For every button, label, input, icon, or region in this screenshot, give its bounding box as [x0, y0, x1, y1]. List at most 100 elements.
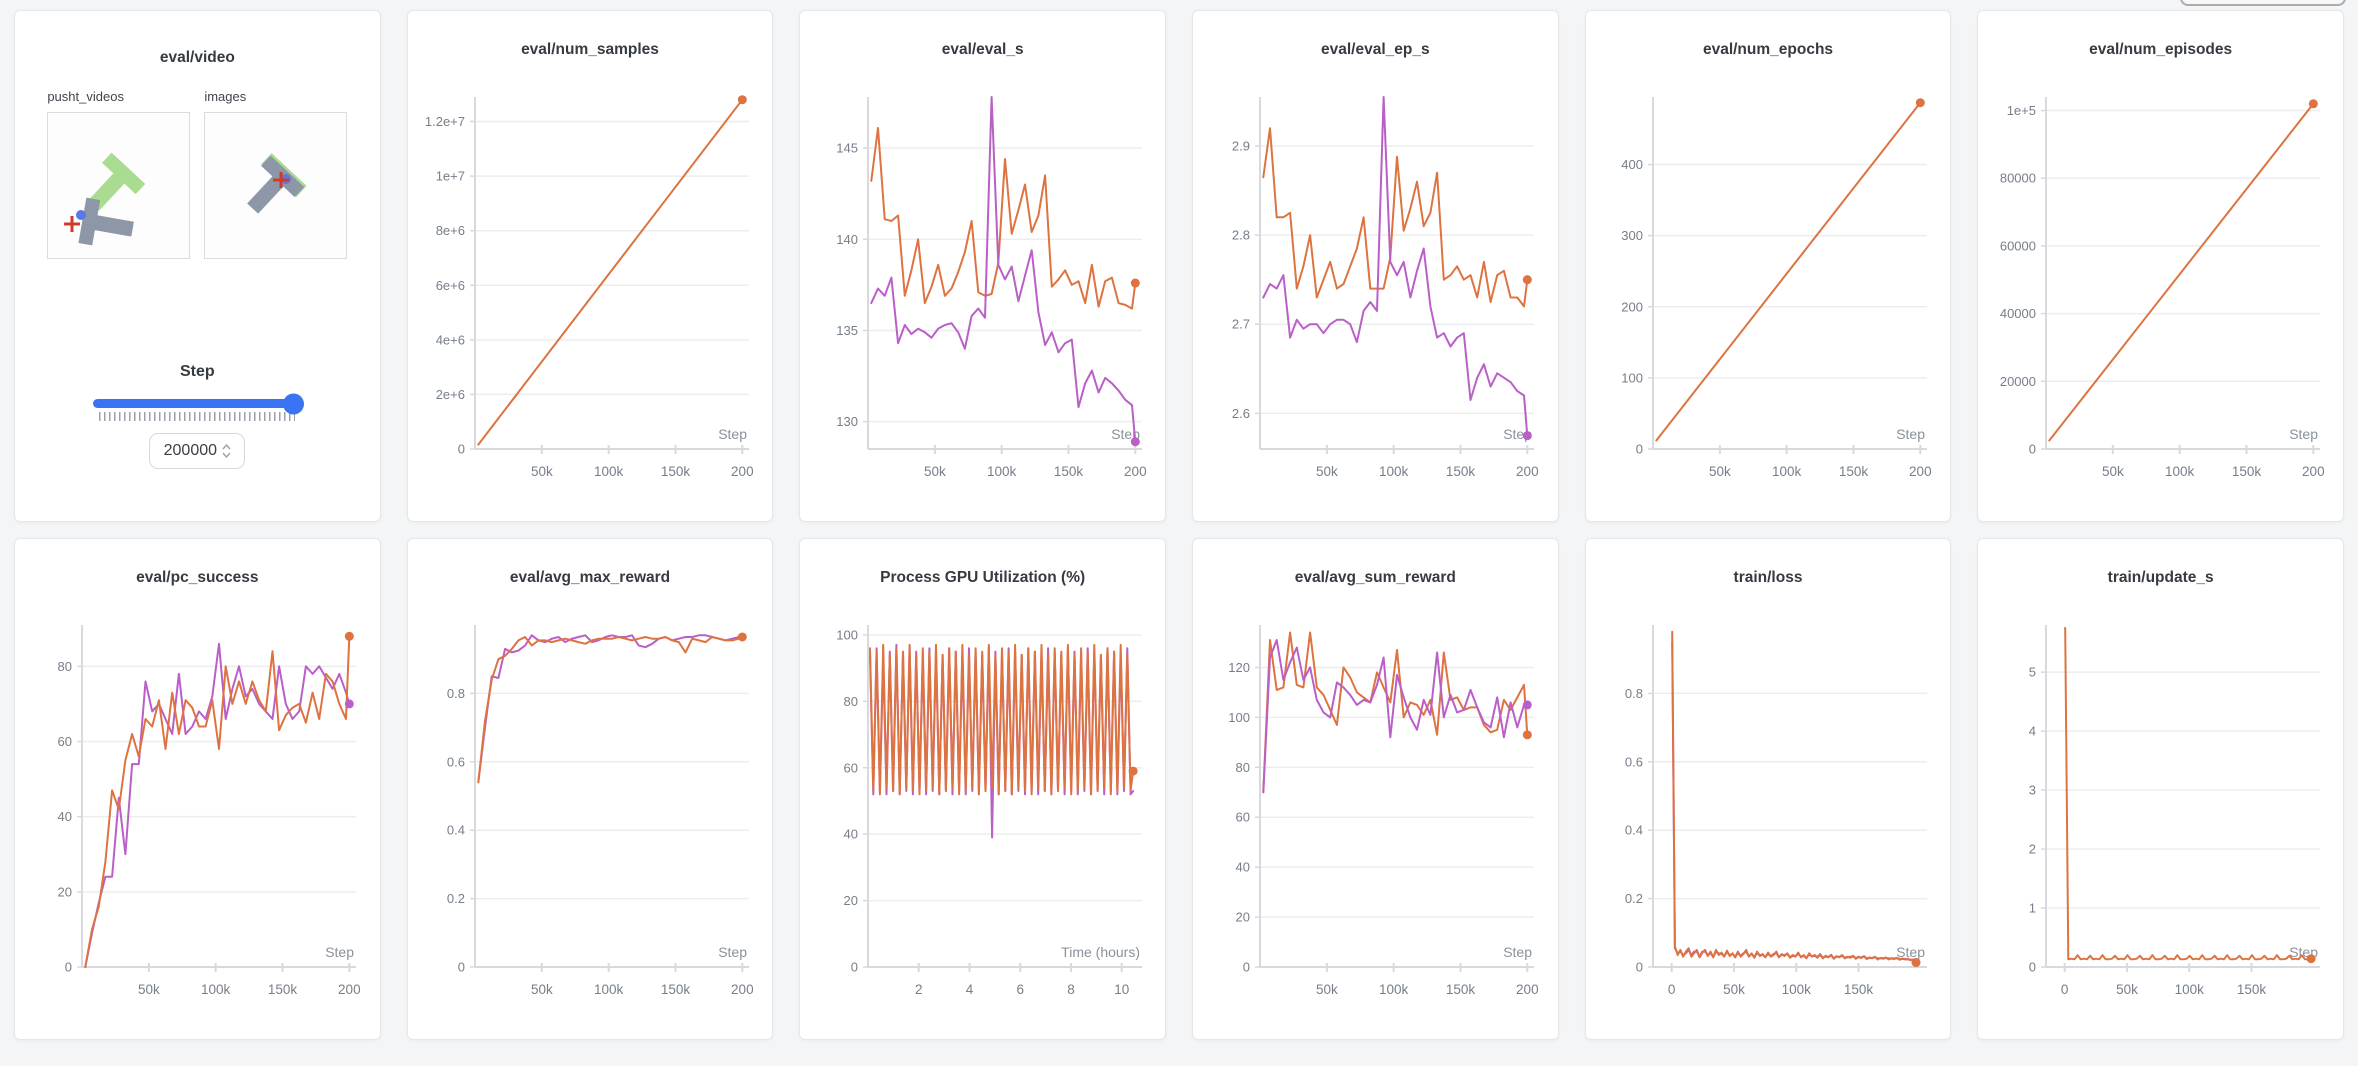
y-tick-label: 2e+6	[436, 387, 465, 402]
chart-canvas[interactable]: 0 20 40 60 80 50k 100k 150k 200 Step	[15, 603, 380, 1031]
chart-title: eval/pc_success	[136, 569, 259, 586]
step-control: Step 200000	[15, 363, 380, 469]
x-axis-label: Step	[1504, 944, 1533, 960]
panel-eval-pc-success: eval/pc_success 0 20 40 60 80 50k 100k 150k 200 S…	[14, 538, 381, 1040]
slider-tick-ruler	[99, 412, 296, 421]
line-chart: 0 20 40 60 80 100 2 4 6 8 10 Time (hours)	[836, 625, 1142, 997]
x-tick-label: 50k	[1723, 982, 1745, 997]
y-tick-label: 100	[1229, 710, 1251, 725]
y-tick-label: 60	[58, 734, 72, 749]
panel-eval-num-epochs: eval/num_epochs 0 100 200 300 400 50k 100k 150k…	[1584, 10, 1952, 522]
x-tick-label: 100k	[201, 982, 231, 997]
x-tick-label: 50k	[1709, 464, 1731, 479]
series-end-dot	[1523, 700, 1533, 710]
chart-canvas[interactable]: 0 2e+6 4e+6 6e+6 8e+6 1e+7 1.2e+7 50k 100k 150k 20…	[408, 75, 773, 513]
series-run-orange	[2047, 102, 2314, 442]
scrolled-panel-edge	[2180, 0, 2346, 6]
series-end-dot	[345, 631, 355, 641]
panel-eval-num-samples: eval/num_samples 0 2e+6 4e+6 6e+6 8e+6 1e+7 1.…	[406, 10, 774, 522]
y-tick-label: 300	[1621, 228, 1643, 243]
x-tick-label: 100k	[594, 464, 624, 479]
y-tick-label: 200	[1621, 299, 1643, 314]
y-tick-label: 0.6	[1625, 754, 1643, 769]
y-tick-label: 2.8	[1232, 228, 1250, 243]
x-axis-label: Time (hours)	[1061, 944, 1140, 960]
panel-eval-video: eval/video pusht_videos	[14, 10, 381, 522]
step-value: 200000	[163, 442, 218, 459]
panel-eval-num-episodes: eval/num_episodes 0 20000 40000 60000 80000 1…	[1977, 10, 2344, 522]
y-tick-label: 2.7	[1232, 317, 1250, 332]
y-tick-label: 2	[2028, 842, 2035, 857]
x-tick-label: 200	[1516, 982, 1539, 997]
y-tick-label: 0	[850, 960, 857, 975]
x-tick-label: 100k	[2165, 464, 2195, 479]
step-slider[interactable]	[93, 393, 305, 421]
y-tick-label: 0	[458, 442, 465, 457]
panel-train-update-s: train/update_s 0 1 2 3 4 5 0 50k 100k 150k Step	[1977, 538, 2344, 1040]
y-tick-label: 20	[58, 884, 72, 899]
media-label: pusht_videos	[47, 89, 124, 104]
x-tick-label: 10	[1114, 982, 1129, 997]
chart-canvas[interactable]: 0 100 200 300 400 50k 100k 150k 200 Step	[1586, 75, 1951, 513]
series-run-orange	[1262, 127, 1529, 308]
gray-t-block	[78, 197, 135, 246]
chart-title: train/update_s	[2107, 569, 2214, 586]
stepper-spinner[interactable]	[222, 444, 231, 458]
y-tick-label: 135	[836, 323, 858, 338]
image-thumbnail[interactable]	[204, 112, 348, 259]
pusht-video-thumbnail[interactable]	[47, 112, 191, 259]
agent-dot	[76, 210, 87, 220]
chart-canvas[interactable]: 0 20000 40000 60000 80000 1e+5 50k 100k 150k 200 S…	[1978, 75, 2343, 513]
y-tick-label: 5	[2028, 665, 2035, 680]
slider-track[interactable]	[93, 393, 305, 414]
y-tick-label: 40	[843, 827, 857, 842]
line-chart: 0 20 40 60 80 50k 100k 150k 200 Step	[58, 625, 361, 997]
y-tick-label: 0	[2028, 442, 2035, 457]
chart-canvas[interactable]: 0 0.2 0.4 0.6 0.8 50k 100k 150k 200 Step	[408, 603, 773, 1031]
x-axis-label: Step	[1896, 944, 1925, 960]
y-tick-label: 0.4	[447, 823, 465, 838]
pusht-env-render	[64, 152, 146, 246]
x-tick-label: 200	[338, 982, 361, 997]
step-number-input[interactable]: 200000	[149, 433, 246, 469]
chart-canvas[interactable]: 0 20 40 60 80 100 120 50k 100k 150k 200 Step	[1193, 603, 1558, 1031]
line-chart: 0 2e+6 4e+6 6e+6 8e+6 1e+7 1.2e+7 50k 100k 150k 20…	[425, 95, 754, 479]
x-tick-label: 150k	[268, 982, 298, 997]
line-chart: 0 0.2 0.4 0.6 0.8 0 50k 100k 150k Step	[1625, 625, 1927, 997]
chart-canvas[interactable]: 0 0.2 0.4 0.6 0.8 0 50k 100k 150k Step	[1586, 603, 1951, 1031]
line-chart: 0 0.2 0.4 0.6 0.8 50k 100k 150k 200 Step	[447, 625, 754, 997]
x-tick-label: 50k	[2116, 982, 2138, 997]
goal-cross	[64, 216, 81, 232]
chart-canvas[interactable]: 0 20 40 60 80 100 2 4 6 8 10 Time (hours)	[800, 603, 1165, 1031]
y-tick-label: 0.4	[1625, 823, 1643, 838]
x-tick-label: 50k	[531, 464, 553, 479]
x-tick-label: 150k	[1054, 464, 1084, 479]
chart-title: train/loss	[1733, 569, 1803, 586]
slider-thumb[interactable]	[283, 393, 305, 414]
series-end-dot	[1130, 278, 1140, 288]
chevron-down-icon[interactable]	[222, 452, 231, 458]
y-tick-label: 1e+5	[2006, 103, 2035, 118]
chart-title: eval/num_epochs	[1702, 41, 1834, 58]
chart-title: Process GPU Utilization (%)	[880, 569, 1086, 586]
chart-canvas[interactable]: 2.6 2.7 2.8 2.9 50k 100k 150k 200 Step	[1193, 75, 1558, 513]
panel-eval-eval-s: eval/eval_s 130 135 140 145 50k 100k 150k 200 St…	[799, 10, 1166, 522]
x-tick-label: 200	[1124, 464, 1147, 479]
x-tick-label: 150k	[1839, 464, 1869, 479]
chart-canvas[interactable]: 130 135 140 145 50k 100k 150k 200 Step	[800, 75, 1165, 513]
x-tick-label: 200	[731, 464, 754, 479]
y-tick-label: 20000	[2000, 374, 2036, 389]
x-tick-label: 150k	[2237, 982, 2267, 997]
series-end-dot	[1128, 766, 1138, 776]
chart-canvas[interactable]: 0 1 2 3 4 5 0 50k 100k 150k Step	[1978, 603, 2343, 1031]
series-end-dot	[737, 632, 747, 642]
chevron-up-icon[interactable]	[222, 444, 231, 450]
y-tick-label: 100	[836, 627, 858, 642]
panel-eval-eval-ep-s: eval/eval_ep_s 2.6 2.7 2.8 2.9 50k 100k 150k 20…	[1191, 10, 1559, 522]
y-tick-label: 130	[836, 414, 858, 429]
x-tick-label: 0	[1668, 982, 1676, 997]
series-run-orange	[477, 636, 744, 784]
y-tick-label: 40000	[2000, 306, 2036, 321]
